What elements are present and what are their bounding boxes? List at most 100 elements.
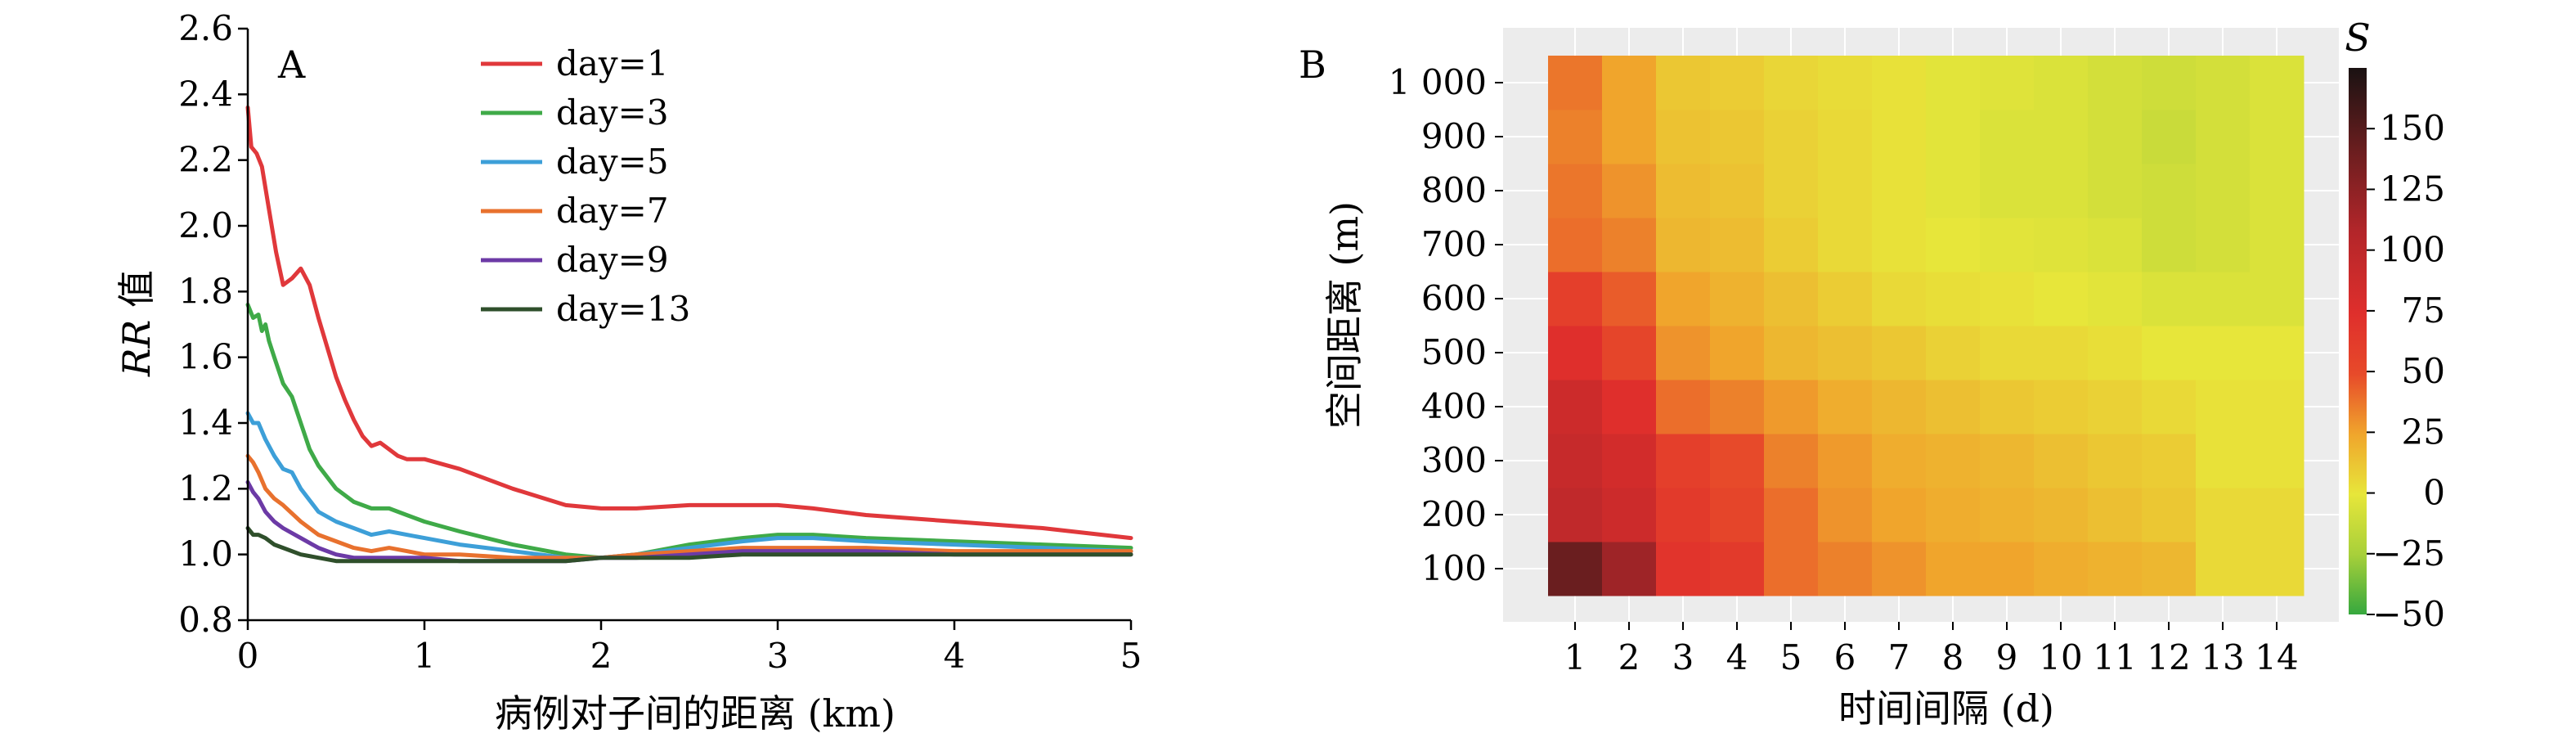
y-tick-label: 600	[1421, 278, 1487, 318]
heatmap-cell	[1872, 164, 1927, 218]
heatmap-cell	[1872, 434, 1927, 488]
y-tick-label: 0.8	[178, 600, 233, 640]
heatmap-cell	[2088, 434, 2143, 488]
heatmap-cell	[1926, 272, 1981, 326]
heatmap-cell	[2034, 488, 2089, 542]
heatmap-cell	[1602, 56, 1657, 110]
heatmap-cell	[2034, 56, 2089, 110]
heatmap-cell	[2088, 164, 2143, 218]
heatmap-cell	[1872, 488, 1927, 542]
heatmap-cell	[1548, 56, 1603, 110]
heatmap-cell	[2196, 380, 2251, 434]
x-axis-label: 病例对子间的距离 (km)	[495, 691, 895, 736]
heatmap-cell	[1656, 326, 1711, 380]
heatmap-cell	[2142, 56, 2197, 110]
y-tick-label: 1.0	[178, 534, 233, 574]
heatmap-cell	[1548, 380, 1603, 434]
heatmap-cell	[2196, 56, 2251, 110]
heatmap-cell	[1656, 542, 1711, 596]
heatmap-cell	[1764, 272, 1819, 326]
heatmap-cell	[2034, 434, 2089, 488]
heatmap-cell	[1818, 164, 1873, 218]
heatmap-cell	[2196, 488, 2251, 542]
heatmap-cell	[1710, 56, 1765, 110]
heatmap-cell	[1710, 218, 1765, 272]
heatmap-cell	[2088, 218, 2143, 272]
y-axis-label: RR 值	[114, 270, 159, 377]
series-line-day-1	[245, 105, 1133, 541]
colorbar-tick-label: −25	[2372, 533, 2445, 574]
heatmap-cell	[1764, 434, 1819, 488]
heatmap-cell	[2250, 110, 2304, 164]
heatmap-cell	[1818, 434, 1873, 488]
heatmap-cell	[1656, 272, 1711, 326]
heatmap-cell	[1764, 488, 1819, 542]
y-tick-label: 2.0	[178, 205, 233, 245]
heatmap-cell	[1818, 272, 1873, 326]
heatmap-cell	[1926, 434, 1981, 488]
heatmap-cell	[2250, 56, 2304, 110]
heatmap-cell	[2250, 488, 2304, 542]
series-line-day-5	[245, 411, 1133, 560]
heatmap-cell	[1818, 110, 1873, 164]
heatmap-cell	[2142, 380, 2197, 434]
heatmap-cell	[2196, 542, 2251, 596]
x-tick-label: 2	[590, 636, 613, 676]
y-tick-label: 300	[1421, 440, 1487, 480]
heatmap-cell	[1926, 164, 1981, 218]
x-tick-label: 2	[1618, 637, 1640, 677]
legend-label: day=13	[556, 289, 690, 329]
x-tick-label: 5	[1120, 636, 1142, 676]
heatmap-cell	[1872, 326, 1927, 380]
heatmap-cell	[2142, 110, 2197, 164]
heatmap-cell	[1872, 380, 1927, 434]
y-tick-label: 400	[1421, 386, 1487, 426]
y-tick-label: 900	[1421, 116, 1487, 156]
panel-b-letter: B	[1299, 43, 1326, 87]
colorbar-tick-label: 100	[2380, 230, 2445, 270]
heatmap-cell	[1980, 326, 2035, 380]
heatmap-cell	[1548, 164, 1603, 218]
heatmap-cell	[1980, 380, 2035, 434]
heatmap-cell	[2034, 110, 2089, 164]
heatmap-cell	[1926, 218, 1981, 272]
heatmap-cell	[1980, 164, 2035, 218]
heatmap-cell	[1764, 56, 1819, 110]
y-tick-label: 1 000	[1389, 62, 1487, 102]
heatmap-cell	[1602, 380, 1657, 434]
legend-label: day=9	[556, 240, 669, 280]
x-tick-label: 9	[1996, 637, 2018, 677]
x-tick-label: 1	[414, 636, 436, 676]
heatmap-cell	[1656, 110, 1711, 164]
heatmap-cell	[1980, 542, 2035, 596]
legend-label: day=7	[556, 191, 669, 231]
x-tick-label: 14	[2255, 637, 2298, 677]
heatmap-cell	[1548, 218, 1603, 272]
heatmap-cell	[1602, 272, 1657, 326]
heatmap-cell	[1980, 434, 2035, 488]
heatmap-cell	[2034, 326, 2089, 380]
heatmap-cell	[1872, 56, 1927, 110]
heatmap-cell	[1656, 488, 1711, 542]
heatmap-cell	[1926, 542, 1981, 596]
y-tick-label: 1.2	[178, 468, 233, 508]
heatmap-cell	[1548, 542, 1603, 596]
heatmap-cell	[1656, 164, 1711, 218]
x-tick-label: 12	[2147, 637, 2190, 677]
heatmap-cell	[2142, 218, 2197, 272]
heatmap-cell	[1548, 434, 1603, 488]
heatmap-cell	[1872, 542, 1927, 596]
heatmap-cell	[1926, 326, 1981, 380]
heatmap-cell	[1602, 218, 1657, 272]
heatmap-cell	[1980, 488, 2035, 542]
x-tick-label: 11	[2093, 637, 2136, 677]
heatmap-cell	[2088, 380, 2143, 434]
colorbar-tick-label: 25	[2402, 412, 2445, 452]
heatmap-cell	[1818, 56, 1873, 110]
y-tick-label: 800	[1421, 170, 1487, 210]
heatmap-cell	[2142, 164, 2197, 218]
legend: day=1 day=3 day=5 day=7 day=9 day=13	[481, 43, 690, 329]
heatmap-cell	[2250, 434, 2304, 488]
heatmap-cell	[1602, 110, 1657, 164]
heatmap-cell	[1548, 110, 1603, 164]
